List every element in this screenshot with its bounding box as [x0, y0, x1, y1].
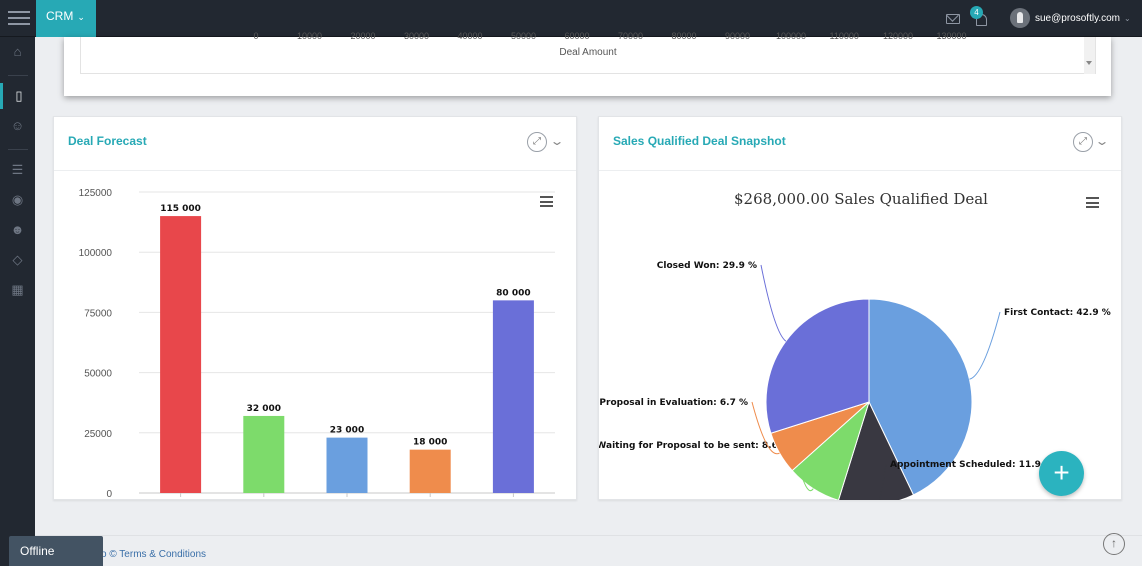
y-tick-label: 25000 [84, 429, 112, 440]
slice-label: First Contact: 42.9 % [1004, 308, 1111, 318]
y-tick-label: 0 [106, 489, 112, 500]
calendar-icon[interactable]: ▦ [11, 282, 24, 297]
user-menu[interactable]: sue@prosoftly.com ⌄ [1035, 13, 1131, 24]
bar[interactable] [492, 300, 534, 493]
footer: o © Terms & Conditions ↑ [35, 533, 1142, 566]
x-tick-label: 0 [253, 31, 259, 41]
data-label: 32 000 [247, 404, 281, 414]
connector-line [751, 401, 780, 455]
user-icon[interactable]: ☺ [10, 118, 25, 133]
data-label: 23 000 [330, 426, 364, 436]
y-tick-label: 100000 [79, 248, 113, 259]
bar[interactable] [160, 216, 202, 493]
home-icon[interactable]: ⌂ [13, 44, 22, 59]
y-tick-label: 75000 [84, 308, 112, 319]
sales-qualified-snapshot-panel: Sales Qualified Deal Snapshot ⤢ ⌄ $268,0… [598, 116, 1122, 500]
x-tick-label: 120000 [883, 31, 914, 41]
x-tick-label: 90000 [725, 31, 751, 41]
panel-header: Deal Forecast ⤢ ⌄ [54, 117, 576, 171]
scroll-top-icon[interactable]: ↑ [1103, 533, 1125, 555]
connector-line [969, 311, 1001, 380]
sidebar-divider [8, 75, 28, 76]
sidebar-divider [8, 149, 28, 150]
x-tick-label: 80000 [671, 31, 697, 41]
data-label: 18 000 [413, 438, 447, 448]
users-icon[interactable]: ☻ [10, 222, 25, 237]
slice-label: Proposal in Evaluation: 6.7 % [599, 398, 748, 408]
connector-line [760, 264, 787, 342]
panel-title: Sales Qualified Deal Snapshot [613, 134, 786, 148]
x-tick-label: 130000 [936, 31, 967, 41]
chevron-down-icon[interactable]: ⌄ [1094, 134, 1110, 148]
x-tick-label: 20000 [350, 31, 376, 41]
app-switcher-label: CRM [46, 9, 74, 23]
tablet-icon[interactable]: ▯ [0, 83, 35, 109]
chart-title: $268,000.00 Sales Qualified Deal [734, 190, 988, 208]
chevron-down-icon: ⌄ [77, 12, 85, 22]
pie-slice[interactable] [868, 298, 973, 496]
connector-line [879, 463, 887, 500]
x-tick-label: 10000 [297, 31, 323, 41]
bar[interactable] [326, 437, 368, 493]
x-tick-label: 50000 [511, 31, 537, 41]
sidebar: ⌂ ▯ ☺ ☰ ◉ ☻ ◇ ▦ [0, 37, 35, 566]
bar[interactable] [243, 415, 285, 493]
deal-amount-chart: 0 10000 20000 30000 40000 50000 60000 70000 8000… [80, 31, 1096, 74]
chevron-down-icon[interactable]: ⌄ [549, 134, 565, 148]
x-axis-ticks: 0 10000 20000 30000 40000 50000 60000 70000 8000… [81, 31, 1095, 41]
x-tick-label: 40000 [457, 31, 483, 41]
x-tick-label: 100000 [776, 31, 807, 41]
data-label: 80 000 [496, 288, 530, 298]
y-tick-label: 50000 [84, 369, 112, 380]
y-tick-label: 125000 [79, 188, 113, 199]
slice-label: Closed Won: 29.9 % [657, 261, 757, 271]
notification-badge: 4 [970, 6, 983, 19]
scroll-down-arrow-icon[interactable] [1086, 61, 1092, 65]
deal-amount-panel: 0 10000 20000 30000 40000 50000 60000 70000 8000… [64, 31, 1111, 96]
sales-qualified-pie-chart: $268,000.00 Sales Qualified Deal First Co… [599, 190, 1111, 500]
expand-icon[interactable]: ⤢ [1073, 132, 1093, 152]
panel-header: Sales Qualified Deal Snapshot ⤢ ⌄ [599, 117, 1121, 171]
terms-link[interactable]: o © Terms & Conditions [101, 549, 207, 560]
add-icon[interactable]: + [1039, 451, 1084, 496]
deal-forecast-panel: Deal Forecast ⤢ ⌄ 0 25000 50000 75000 100000… [53, 116, 577, 500]
chart-menu-icon[interactable] [1086, 197, 1099, 208]
app-switcher-button[interactable]: CRM ⌄ [36, 0, 96, 37]
award-icon[interactable]: ◉ [11, 192, 24, 207]
pie-slice[interactable] [765, 298, 870, 434]
slice-label: Appointment Scheduled: 11.9 % [890, 460, 1053, 470]
mail-icon[interactable] [946, 14, 960, 24]
x-tick-label: 30000 [404, 31, 430, 41]
user-email: sue@prosoftly.com [1035, 13, 1120, 24]
x-tick-label: 60000 [564, 31, 590, 41]
avatar[interactable] [1010, 8, 1030, 28]
data-label: 115 000 [160, 204, 201, 214]
expand-icon[interactable]: ⤢ [527, 132, 547, 152]
hamburger-menu-icon[interactable] [8, 8, 30, 28]
notifications-button[interactable]: 4 [970, 6, 994, 32]
panel-title: Deal Forecast [68, 134, 147, 148]
x-axis-label: Deal Amount [559, 47, 617, 58]
offline-chat-tab[interactable]: Offline [9, 536, 103, 566]
pie-slice[interactable] [837, 400, 915, 500]
x-tick-label: 110000 [829, 31, 859, 41]
chevron-down-icon: ⌄ [1124, 14, 1131, 23]
slice-label: Waiting for Proposal to be sent: 8.6 % [599, 441, 790, 451]
diamond-icon[interactable]: ◇ [12, 252, 23, 267]
scrollbar[interactable] [1084, 37, 1095, 74]
x-tick-label: 70000 [618, 31, 644, 41]
top-bar: CRM ⌄ 4 sue@prosoftly.com ⌄ [0, 0, 1142, 37]
layers-icon[interactable]: ☰ [11, 162, 24, 177]
bar[interactable] [409, 449, 451, 493]
chart-menu-icon[interactable] [540, 196, 553, 207]
